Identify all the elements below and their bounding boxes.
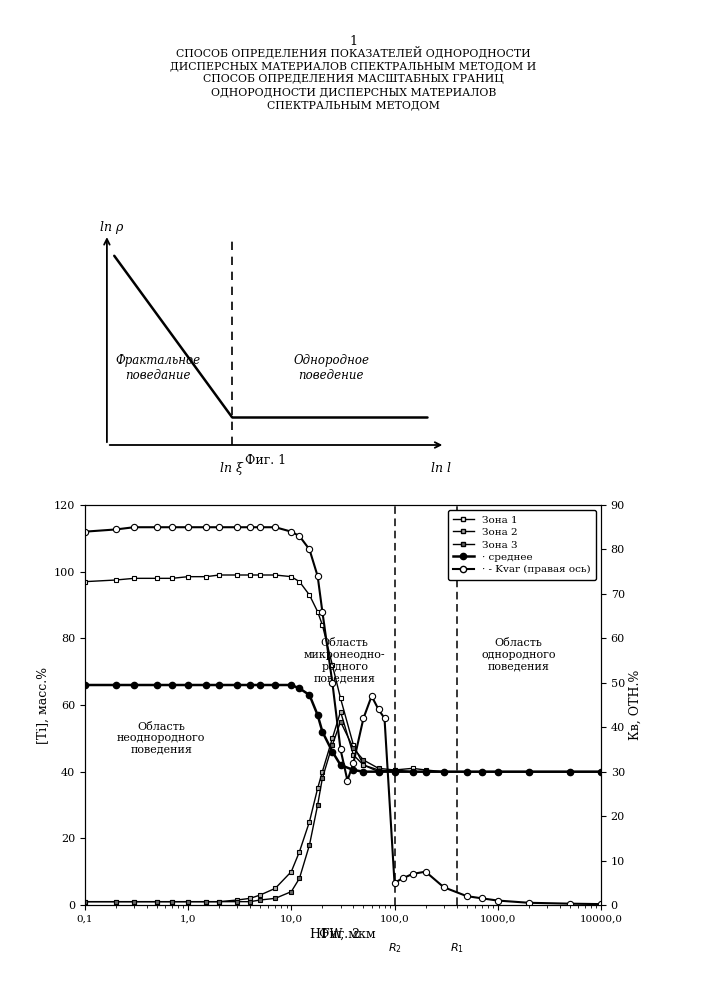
Text: ln l: ln l xyxy=(431,462,452,475)
Text: Область
микронеодно-
родного
поведения: Область микронеодно- родного поведения xyxy=(304,638,385,683)
Text: Область
однородного
поведения: Область однородного поведения xyxy=(481,638,556,672)
Text: Фиг. 2: Фиг. 2 xyxy=(319,928,360,941)
Text: $R_1$: $R_1$ xyxy=(450,941,464,955)
Text: ln ξ: ln ξ xyxy=(221,462,243,475)
Text: СПОСОБ ОПРЕДЕЛЕНИЯ ПОКАЗАТЕЛЕЙ ОДНОРОДНОСТИ
ДИСПЕРСНЫХ МАТЕРИАЛОВ СПЕКТРАЛЬНЫМ М: СПОСОБ ОПРЕДЕЛЕНИЯ ПОКАЗАТЕЛЕЙ ОДНОРОДНО… xyxy=(170,45,537,111)
Y-axis label: Кв, ОТН.%: Кв, ОТН.% xyxy=(629,670,642,740)
Text: Фиг. 1: Фиг. 1 xyxy=(245,454,286,467)
Text: Область
неоднородного
поведения: Область неоднородного поведения xyxy=(117,722,206,755)
Text: Однородное
поведение: Однородное поведение xyxy=(293,354,369,382)
Legend: Зона 1, Зона 2, Зона 3, · среднее, · - Kvar (правая ось): Зона 1, Зона 2, Зона 3, · среднее, · - K… xyxy=(448,510,596,580)
Text: Фрактальное
поведание: Фрактальное поведание xyxy=(116,354,201,382)
Y-axis label: [Ti], масс.%: [Ti], масс.% xyxy=(37,666,49,744)
Text: 1: 1 xyxy=(349,35,358,48)
X-axis label: HFW, мкм: HFW, мкм xyxy=(310,928,375,941)
Text: $R_2$: $R_2$ xyxy=(387,941,402,955)
Text: ln ρ: ln ρ xyxy=(100,221,123,234)
